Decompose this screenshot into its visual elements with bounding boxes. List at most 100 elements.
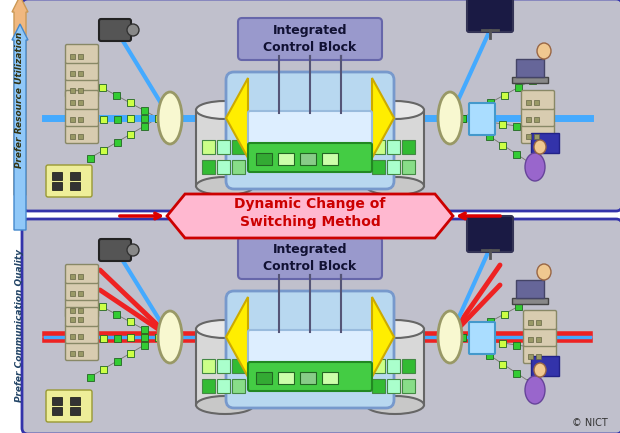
FancyBboxPatch shape xyxy=(248,330,372,364)
Bar xyxy=(512,298,548,304)
FancyBboxPatch shape xyxy=(238,18,382,60)
Bar xyxy=(112,311,120,318)
Polygon shape xyxy=(226,78,248,158)
Bar xyxy=(512,77,548,83)
Bar xyxy=(70,334,75,339)
FancyBboxPatch shape xyxy=(523,310,557,330)
FancyBboxPatch shape xyxy=(66,298,99,317)
Bar xyxy=(534,134,539,139)
Bar xyxy=(87,155,94,162)
Text: Integrated
Control Block: Integrated Control Block xyxy=(264,24,356,54)
Text: Prefer Communication Quality: Prefer Communication Quality xyxy=(16,249,25,401)
Bar xyxy=(141,107,148,114)
FancyBboxPatch shape xyxy=(226,291,394,408)
Bar xyxy=(531,356,559,376)
FancyBboxPatch shape xyxy=(226,72,394,189)
Bar xyxy=(278,153,294,165)
Bar xyxy=(78,274,83,279)
Bar xyxy=(526,125,533,132)
Bar xyxy=(202,160,215,174)
Bar xyxy=(526,378,533,385)
Text: Integrated
Control Block: Integrated Control Block xyxy=(264,243,356,273)
FancyBboxPatch shape xyxy=(66,324,99,343)
Ellipse shape xyxy=(366,320,424,338)
Bar xyxy=(154,333,161,340)
Bar xyxy=(99,303,105,310)
FancyBboxPatch shape xyxy=(66,90,99,110)
Ellipse shape xyxy=(438,311,462,363)
Bar xyxy=(70,274,75,279)
Bar xyxy=(100,365,107,372)
Bar xyxy=(402,359,415,373)
Bar xyxy=(256,372,272,384)
Bar xyxy=(487,318,494,325)
Bar xyxy=(78,351,83,356)
Bar xyxy=(366,329,424,405)
FancyBboxPatch shape xyxy=(66,125,99,143)
Bar xyxy=(528,295,536,303)
Bar xyxy=(513,369,520,377)
Bar xyxy=(459,333,466,340)
Polygon shape xyxy=(226,297,248,377)
Bar xyxy=(70,397,80,405)
Bar xyxy=(459,114,466,122)
Bar xyxy=(472,123,479,130)
Bar xyxy=(70,134,75,139)
FancyBboxPatch shape xyxy=(22,0,620,211)
Bar xyxy=(78,291,83,296)
Bar xyxy=(141,123,148,129)
Bar xyxy=(499,339,507,346)
Bar xyxy=(531,133,559,153)
FancyBboxPatch shape xyxy=(66,107,99,126)
Bar xyxy=(322,153,338,165)
Bar xyxy=(127,334,135,341)
Ellipse shape xyxy=(158,92,182,144)
Bar xyxy=(472,116,479,123)
Bar xyxy=(536,354,541,359)
FancyBboxPatch shape xyxy=(238,237,382,279)
Bar xyxy=(87,116,94,123)
FancyBboxPatch shape xyxy=(248,111,372,145)
Bar xyxy=(472,326,479,333)
Bar xyxy=(217,359,230,373)
Ellipse shape xyxy=(196,177,254,195)
Bar xyxy=(322,372,338,384)
Bar xyxy=(70,117,75,122)
Bar xyxy=(141,115,148,122)
Bar xyxy=(232,160,245,174)
Ellipse shape xyxy=(127,24,139,36)
Bar xyxy=(278,372,294,384)
Bar xyxy=(513,342,520,349)
Bar xyxy=(70,88,75,93)
Bar xyxy=(387,359,400,373)
Bar xyxy=(52,407,62,415)
Bar xyxy=(113,358,121,365)
Ellipse shape xyxy=(158,311,182,363)
FancyBboxPatch shape xyxy=(467,0,513,32)
Bar xyxy=(526,159,533,167)
Bar xyxy=(499,120,507,127)
Bar xyxy=(526,117,531,122)
Ellipse shape xyxy=(366,396,424,414)
FancyBboxPatch shape xyxy=(99,19,131,41)
FancyBboxPatch shape xyxy=(66,265,99,284)
Bar xyxy=(70,182,80,190)
Bar xyxy=(141,342,148,349)
Bar xyxy=(113,335,121,342)
Bar xyxy=(100,335,107,342)
Bar xyxy=(300,153,316,165)
Bar xyxy=(516,280,544,298)
Bar xyxy=(70,317,75,322)
Bar xyxy=(87,374,94,381)
Bar xyxy=(126,99,133,106)
Bar xyxy=(100,116,107,123)
Bar xyxy=(513,123,520,129)
Bar xyxy=(70,71,75,76)
Bar xyxy=(528,354,533,359)
Bar xyxy=(472,343,479,349)
Bar xyxy=(459,114,466,122)
FancyBboxPatch shape xyxy=(521,90,554,110)
Bar xyxy=(528,320,533,325)
Bar xyxy=(300,372,316,384)
Bar xyxy=(515,303,521,310)
